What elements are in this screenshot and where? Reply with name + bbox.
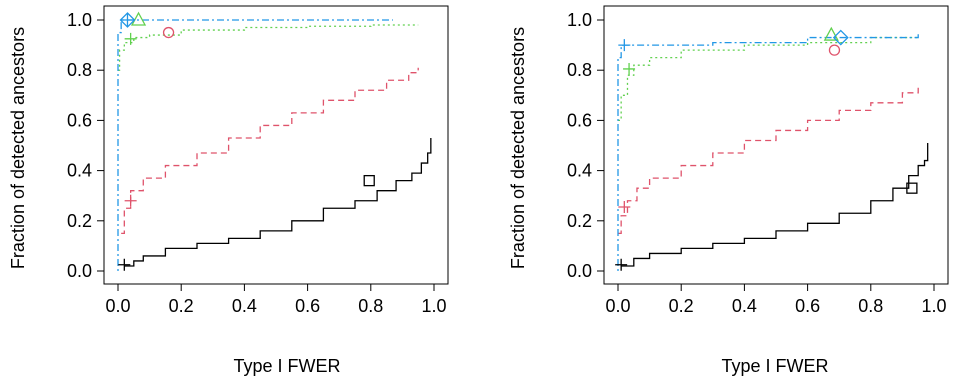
series-line-2 (118, 24, 419, 71)
chart-panel-right: Type I FWER Fraction of detected ancesto… (508, 5, 949, 376)
marker-plus (118, 258, 131, 271)
marker-circle (828, 44, 841, 56)
x-axis-label: Type I FWER (233, 356, 340, 376)
series-line-0 (621, 142, 929, 267)
marker-square (906, 182, 918, 194)
series-line-3 (617, 32, 919, 271)
series-line-1 (618, 87, 919, 234)
marker-triangle (130, 11, 147, 26)
marker-square (363, 174, 375, 187)
y-axis-label: Fraction of detected ancestors (508, 27, 528, 269)
y-tick-label: 0.6 (67, 110, 92, 130)
plot-frame (103, 5, 449, 285)
marker-circle (162, 26, 175, 39)
x-tick-label: 0.8 (358, 296, 383, 316)
marker-plus (121, 14, 134, 26)
x-tick-label: 0.2 (669, 296, 694, 316)
y-tick-label: 0.8 (67, 60, 92, 80)
marker-plus (124, 194, 137, 207)
x-tick-label: 0.0 (105, 296, 130, 316)
y-tick-label: 1.0 (567, 10, 592, 30)
x-tick-label: 0.6 (795, 296, 820, 316)
y-tick-label: 0.8 (567, 60, 592, 80)
series-line-1 (121, 67, 419, 234)
y-tick-label: 0.6 (567, 110, 592, 130)
series-line-2 (618, 36, 919, 122)
series-line-3 (117, 19, 393, 271)
marker-plus (618, 200, 631, 213)
marker-plus (623, 62, 636, 75)
marker-diamond (119, 12, 136, 28)
y-tick-label: 0.0 (567, 261, 592, 281)
x-tick-label: 0.4 (232, 296, 257, 316)
x-tick-label: 0.8 (858, 296, 883, 316)
y-axis-label: Fraction of detected ancestors (8, 27, 28, 269)
plot-frame (603, 5, 949, 285)
x-tick-label: 1.0 (421, 296, 446, 316)
chart-panel-left: Type I FWER Fraction of detected ancesto… (8, 5, 449, 376)
y-tick-label: 0.2 (67, 211, 92, 231)
y-tick-label: 0.4 (567, 161, 592, 181)
marker-plus (124, 32, 137, 45)
marker-diamond (832, 29, 849, 46)
series-line-0 (124, 137, 432, 267)
y-tick-label: 0.4 (67, 161, 92, 181)
x-tick-label: 0.2 (169, 296, 194, 316)
y-tick-label: 0.2 (567, 211, 592, 231)
marker-triangle (823, 26, 839, 41)
x-tick-label: 0.4 (732, 296, 757, 316)
x-tick-label: 0.6 (295, 296, 320, 316)
x-axis-label: Type I FWER (721, 356, 828, 376)
x-tick-label: 0.0 (605, 296, 630, 316)
x-tick-label: 1.0 (921, 296, 946, 316)
y-tick-label: 1.0 (67, 10, 92, 30)
marker-plus (615, 258, 628, 271)
marker-plus (618, 39, 631, 52)
y-tick-label: 0.0 (67, 261, 92, 281)
